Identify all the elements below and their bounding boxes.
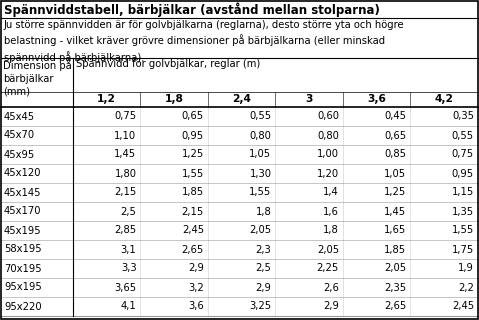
Text: 2,15: 2,15 [114,188,137,197]
Text: 2,3: 2,3 [256,244,272,254]
Text: 1,15: 1,15 [452,188,474,197]
Text: 2,05: 2,05 [317,244,339,254]
Text: 2,35: 2,35 [384,283,407,292]
Text: 2,5: 2,5 [256,263,272,274]
Text: 0,65: 0,65 [182,111,204,122]
Text: 2,9: 2,9 [323,301,339,311]
Text: 45x195: 45x195 [4,226,42,236]
Text: 45x170: 45x170 [4,206,42,217]
Text: 0,95: 0,95 [452,169,474,179]
Text: 2,5: 2,5 [121,206,137,217]
Text: 1,00: 1,00 [317,149,339,159]
Text: 58x195: 58x195 [4,244,42,254]
Text: 2,6: 2,6 [323,283,339,292]
Text: 1,6: 1,6 [323,206,339,217]
Text: 1,35: 1,35 [452,206,474,217]
Text: 1,75: 1,75 [452,244,474,254]
Text: 1,9: 1,9 [458,263,474,274]
Text: 2,2: 2,2 [458,283,474,292]
Text: 1,10: 1,10 [114,131,137,140]
Text: 2,05: 2,05 [250,226,272,236]
Text: 2,65: 2,65 [182,244,204,254]
Text: 0,80: 0,80 [250,131,272,140]
Text: 3,3: 3,3 [121,263,137,274]
Text: 0,55: 0,55 [452,131,474,140]
Text: 0,60: 0,60 [317,111,339,122]
Text: 70x195: 70x195 [4,263,42,274]
Text: Spännviddstabell, bärbjälkar (avstånd mellan stolparna): Spännviddstabell, bärbjälkar (avstånd me… [4,2,380,17]
Text: 0,75: 0,75 [452,149,474,159]
Text: 95x195: 95x195 [4,283,42,292]
Text: 3: 3 [306,94,313,105]
Text: 95x220: 95x220 [4,301,42,311]
Text: 0,85: 0,85 [385,149,407,159]
Text: 1,8: 1,8 [165,94,183,105]
Text: 45x95: 45x95 [4,149,35,159]
Text: 2,9: 2,9 [256,283,272,292]
Text: 0,65: 0,65 [384,131,407,140]
Text: 0,80: 0,80 [317,131,339,140]
Text: 2,65: 2,65 [384,301,407,311]
Text: 1,55: 1,55 [452,226,474,236]
Text: 1,05: 1,05 [250,149,272,159]
Text: 1,85: 1,85 [384,244,407,254]
Text: 1,85: 1,85 [182,188,204,197]
Text: 1,55: 1,55 [182,169,204,179]
Text: 1,4: 1,4 [323,188,339,197]
Text: 1,20: 1,20 [317,169,339,179]
Text: 1,25: 1,25 [182,149,204,159]
Text: 0,45: 0,45 [385,111,407,122]
Text: 1,65: 1,65 [384,226,407,236]
Text: 2,05: 2,05 [384,263,407,274]
Text: 3,6: 3,6 [367,94,386,105]
Text: 2,45: 2,45 [452,301,474,311]
Text: 1,30: 1,30 [250,169,272,179]
Text: 1,2: 1,2 [97,94,116,105]
Text: 1,80: 1,80 [114,169,137,179]
Text: 1,45: 1,45 [114,149,137,159]
Text: 45x145: 45x145 [4,188,42,197]
Text: Dimension på
bärbjälkar
(mm): Dimension på bärbjälkar (mm) [3,59,72,97]
Text: 45x70: 45x70 [4,131,35,140]
Text: 0,35: 0,35 [452,111,474,122]
Text: 1,05: 1,05 [384,169,407,179]
Text: 1,45: 1,45 [384,206,407,217]
Text: 0,75: 0,75 [114,111,137,122]
Text: 2,15: 2,15 [182,206,204,217]
Text: 2,9: 2,9 [188,263,204,274]
Text: 1,55: 1,55 [249,188,272,197]
Text: 3,65: 3,65 [114,283,137,292]
Text: 1,25: 1,25 [384,188,407,197]
Text: 4,1: 4,1 [121,301,137,311]
Text: 2,85: 2,85 [114,226,137,236]
Text: 1,8: 1,8 [256,206,272,217]
Text: Spännvidd för golvbjälkar, reglar (m): Spännvidd för golvbjälkar, reglar (m) [76,59,260,69]
Text: 3,6: 3,6 [188,301,204,311]
Text: 45x120: 45x120 [4,169,42,179]
Text: 3,25: 3,25 [250,301,272,311]
Text: 2,4: 2,4 [232,94,251,105]
Text: 45x45: 45x45 [4,111,35,122]
Text: 4,2: 4,2 [435,94,454,105]
Text: 3,2: 3,2 [188,283,204,292]
Text: 1,8: 1,8 [323,226,339,236]
Text: 2,25: 2,25 [317,263,339,274]
Text: Ju större spännvidden är för golvbjälkarna (reglarna), desto större yta och högr: Ju större spännvidden är för golvbjälkar… [4,20,405,63]
Text: 2,45: 2,45 [182,226,204,236]
Text: 3,1: 3,1 [121,244,137,254]
Text: 0,55: 0,55 [250,111,272,122]
Text: 0,95: 0,95 [182,131,204,140]
